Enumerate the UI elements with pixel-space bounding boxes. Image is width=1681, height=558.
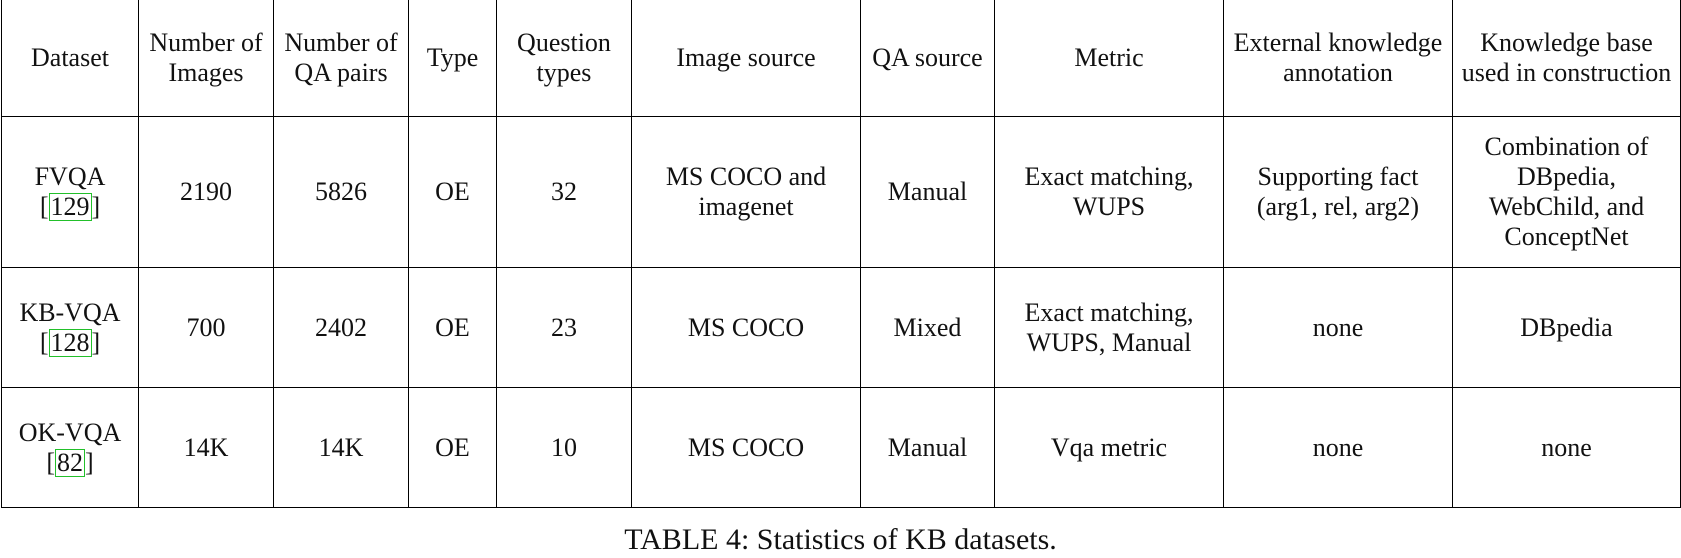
- column-header-dataset: Dataset: [1, 0, 139, 117]
- type-cell: OE: [408, 116, 497, 268]
- column-header-qa-source: QA source: [860, 0, 995, 117]
- citation-link[interactable]: 82: [55, 447, 85, 477]
- column-header-image-source: Image source: [631, 0, 861, 117]
- table-row: KB-VQA [128] 700 2402 OE 23 MS COCO Mixed…: [1, 267, 1681, 388]
- column-header-external-knowledge-annotation: External knowledge annotation: [1223, 0, 1453, 117]
- citation-link[interactable]: 129: [48, 192, 92, 221]
- images-cell: 2190: [138, 116, 274, 268]
- citation-link[interactable]: 128: [48, 327, 92, 357]
- dataset-cell: FVQA [129]: [1, 116, 139, 268]
- annotation-cell: none: [1223, 267, 1453, 388]
- column-header-knowledge-base: Knowledge base used in construction: [1452, 0, 1681, 117]
- image-source-cell: MS COCO and imagenet: [631, 116, 861, 268]
- metric-cell: Vqa metric: [994, 387, 1224, 508]
- qa-source-cell: Manual: [860, 116, 995, 268]
- metric-cell: Exact matching, WUPS, Manual: [994, 267, 1224, 388]
- dataset-name: KB-VQA: [19, 297, 121, 327]
- question-types-cell: 23: [496, 267, 632, 388]
- statistics-table: Dataset Number of Images Number of QA pa…: [1, 0, 1681, 508]
- images-cell: 14K: [138, 387, 274, 508]
- qa-source-cell: Manual: [860, 387, 995, 508]
- annotation-cell: none: [1223, 387, 1453, 508]
- qa-pairs-cell: 2402: [273, 267, 409, 388]
- column-header-number-of-images: Number of Images: [138, 0, 274, 117]
- image-source-cell: MS COCO: [631, 267, 861, 388]
- knowledge-base-cell: Combination of DBpedia, WebChild, and Co…: [1452, 116, 1681, 268]
- annotation-cell: Supporting fact (arg1, rel, arg2): [1223, 116, 1453, 268]
- knowledge-base-cell: DBpedia: [1452, 267, 1681, 388]
- type-cell: OE: [408, 267, 497, 388]
- header-row: Dataset Number of Images Number of QA pa…: [1, 0, 1681, 117]
- type-cell: OE: [408, 387, 497, 508]
- dataset-cell: KB-VQA [128]: [1, 267, 139, 388]
- qa-source-cell: Mixed: [860, 267, 995, 388]
- dataset-cell: OK-VQA [82]: [1, 387, 139, 508]
- column-header-question-types: Question types: [496, 0, 632, 117]
- metric-cell: Exact matching, WUPS: [994, 116, 1224, 268]
- knowledge-base-cell: none: [1452, 387, 1681, 508]
- table-row: FVQA [129] 2190 5826 OE 32 MS COCO and im…: [1, 116, 1681, 268]
- table-row: OK-VQA [82] 14K 14K OE 10 MS COCO Manual …: [1, 387, 1681, 508]
- dataset-name: FVQA: [34, 162, 106, 191]
- images-cell: 700: [138, 267, 274, 388]
- column-header-type: Type: [408, 0, 497, 117]
- qa-pairs-cell: 14K: [273, 387, 409, 508]
- column-header-number-of-qa-pairs: Number of QA pairs: [273, 0, 409, 117]
- table-caption: TABLE 4: Statistics of KB datasets.: [624, 523, 1057, 556]
- column-header-metric: Metric: [994, 0, 1224, 117]
- qa-pairs-cell: 5826: [273, 116, 409, 268]
- question-types-cell: 32: [496, 116, 632, 268]
- image-source-cell: MS COCO: [631, 387, 861, 508]
- dataset-name: OK-VQA: [18, 417, 122, 447]
- question-types-cell: 10: [496, 387, 632, 508]
